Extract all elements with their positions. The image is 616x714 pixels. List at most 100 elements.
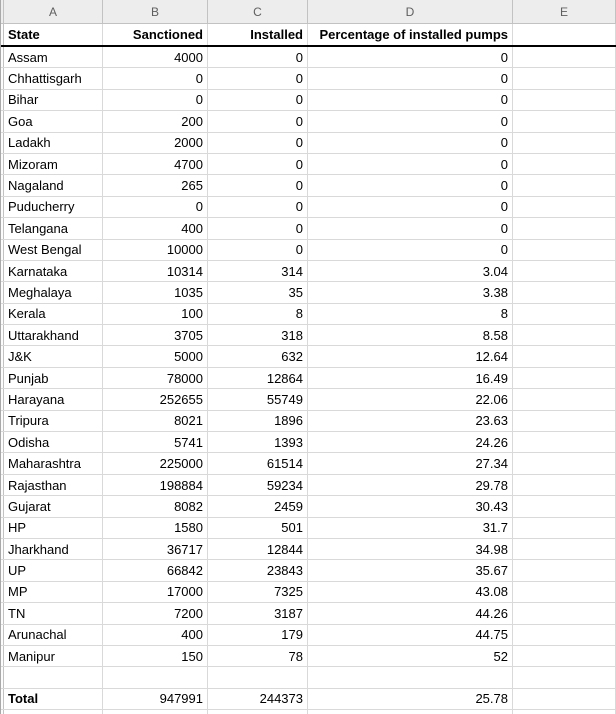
- row-uttarakhand-cell-C[interactable]: 318: [208, 325, 308, 346]
- row-gujarat-cell-A[interactable]: Gujarat: [4, 496, 103, 517]
- row-tripura-cell-D[interactable]: 23.63: [308, 410, 513, 432]
- row-odisha-cell-C[interactable]: 1393: [208, 432, 308, 453]
- row-jharkhand-cell-C[interactable]: 12844: [208, 538, 308, 560]
- row-arunachal-cell-E[interactable]: [513, 624, 616, 645]
- row-bihar-cell-E[interactable]: [513, 89, 616, 111]
- row-mp-cell-C[interactable]: 7325: [208, 581, 308, 603]
- row-manipur-cell-D[interactable]: 52: [308, 645, 513, 667]
- row-total-cell-D[interactable]: 25.78: [308, 688, 513, 710]
- row-harayana-cell-D[interactable]: 22.06: [308, 389, 513, 410]
- row-blank-cell-C[interactable]: [208, 667, 308, 688]
- column-header-E[interactable]: E: [513, 0, 616, 23]
- row-ladakh-cell-D[interactable]: 0: [308, 132, 513, 153]
- row-up-cell-E[interactable]: [513, 560, 616, 581]
- row-mizoram-cell-B[interactable]: 4700: [103, 153, 208, 175]
- row-meghalaya-cell-C[interactable]: 35: [208, 282, 308, 303]
- row-blank-cell-E[interactable]: [513, 667, 616, 688]
- row-chhattisgarh-cell-B[interactable]: 0: [103, 68, 208, 89]
- row-west-bengal-cell-C[interactable]: 0: [208, 239, 308, 260]
- row-maharashtra-cell-A[interactable]: Maharashtra: [4, 453, 103, 474]
- row-blank-cell-A[interactable]: [4, 667, 103, 688]
- row-hp-cell-E[interactable]: [513, 517, 616, 538]
- row-karnataka-cell-E[interactable]: [513, 260, 616, 282]
- row-blank-bottom-cell-C[interactable]: [208, 710, 308, 714]
- row-up-cell-D[interactable]: 35.67: [308, 560, 513, 581]
- row-blank-bottom-cell-D[interactable]: [308, 710, 513, 714]
- row-nagaland-cell-E[interactable]: [513, 175, 616, 196]
- row-assam-cell-B[interactable]: 4000: [103, 47, 208, 68]
- row-nagaland-cell-B[interactable]: 265: [103, 175, 208, 196]
- row-total-cell-B[interactable]: 947991: [103, 688, 208, 710]
- row-odisha-cell-E[interactable]: [513, 432, 616, 453]
- row-jharkhand-cell-A[interactable]: Jharkhand: [4, 538, 103, 560]
- row-telangana-cell-E[interactable]: [513, 218, 616, 239]
- row-kerala-cell-A[interactable]: Kerala: [4, 303, 103, 325]
- row-jharkhand-cell-D[interactable]: 34.98: [308, 538, 513, 560]
- row-karnataka-cell-B[interactable]: 10314: [103, 260, 208, 282]
- row-rajasthan-cell-C[interactable]: 59234: [208, 474, 308, 496]
- row-kerala-cell-B[interactable]: 100: [103, 303, 208, 325]
- row-arunachal-cell-C[interactable]: 179: [208, 624, 308, 645]
- row-bihar-cell-C[interactable]: 0: [208, 89, 308, 111]
- row-ladakh-cell-C[interactable]: 0: [208, 132, 308, 153]
- row-maharashtra-cell-E[interactable]: [513, 453, 616, 474]
- row-punjab-cell-D[interactable]: 16.49: [308, 367, 513, 389]
- row-karnataka-cell-A[interactable]: Karnataka: [4, 260, 103, 282]
- row-rajasthan-cell-A[interactable]: Rajasthan: [4, 474, 103, 496]
- row-puducherry-cell-E[interactable]: [513, 196, 616, 218]
- row-tn-cell-D[interactable]: 44.26: [308, 603, 513, 624]
- row-tripura-cell-E[interactable]: [513, 410, 616, 432]
- row-ladakh-cell-B[interactable]: 2000: [103, 132, 208, 153]
- row-goa-cell-A[interactable]: Goa: [4, 111, 103, 132]
- row-uttarakhand-cell-B[interactable]: 3705: [103, 325, 208, 346]
- column-header-C[interactable]: C: [208, 0, 308, 23]
- row-nagaland-cell-C[interactable]: 0: [208, 175, 308, 196]
- row-mp-cell-B[interactable]: 17000: [103, 581, 208, 603]
- row-mp-cell-A[interactable]: MP: [4, 581, 103, 603]
- row-telangana-cell-A[interactable]: Telangana: [4, 218, 103, 239]
- row-rajasthan-cell-E[interactable]: [513, 474, 616, 496]
- column-header-A[interactable]: A: [4, 0, 103, 23]
- row-arunachal-cell-A[interactable]: Arunachal: [4, 624, 103, 645]
- row-manipur-cell-E[interactable]: [513, 645, 616, 667]
- row-puducherry-cell-A[interactable]: Puducherry: [4, 196, 103, 218]
- row-goa-cell-E[interactable]: [513, 111, 616, 132]
- row-arunachal-cell-D[interactable]: 44.75: [308, 624, 513, 645]
- row-j-k-cell-E[interactable]: [513, 346, 616, 367]
- row-harayana-cell-A[interactable]: Harayana: [4, 389, 103, 410]
- row-harayana-cell-B[interactable]: 252655: [103, 389, 208, 410]
- row-header-cell-E[interactable]: [513, 24, 616, 45]
- row-total-cell-E[interactable]: [513, 688, 616, 710]
- row-meghalaya-cell-D[interactable]: 3.38: [308, 282, 513, 303]
- row-odisha-cell-D[interactable]: 24.26: [308, 432, 513, 453]
- row-karnataka-cell-C[interactable]: 314: [208, 260, 308, 282]
- row-punjab-cell-C[interactable]: 12864: [208, 367, 308, 389]
- row-j-k-cell-A[interactable]: J&K: [4, 346, 103, 367]
- row-harayana-cell-C[interactable]: 55749: [208, 389, 308, 410]
- row-header-cell-A[interactable]: State: [4, 24, 103, 45]
- row-uttarakhand-cell-E[interactable]: [513, 325, 616, 346]
- row-mizoram-cell-C[interactable]: 0: [208, 153, 308, 175]
- row-assam-cell-C[interactable]: 0: [208, 47, 308, 68]
- row-header-cell-D[interactable]: Percentage of installed pumps: [308, 24, 513, 45]
- row-assam-cell-D[interactable]: 0: [308, 47, 513, 68]
- row-punjab-cell-A[interactable]: Punjab: [4, 367, 103, 389]
- row-hp-cell-C[interactable]: 501: [208, 517, 308, 538]
- row-maharashtra-cell-D[interactable]: 27.34: [308, 453, 513, 474]
- row-maharashtra-cell-B[interactable]: 225000: [103, 453, 208, 474]
- row-goa-cell-D[interactable]: 0: [308, 111, 513, 132]
- row-tn-cell-B[interactable]: 7200: [103, 603, 208, 624]
- row-up-cell-B[interactable]: 66842: [103, 560, 208, 581]
- row-uttarakhand-cell-A[interactable]: Uttarakhand: [4, 325, 103, 346]
- row-assam-cell-E[interactable]: [513, 47, 616, 68]
- row-assam-cell-A[interactable]: Assam: [4, 47, 103, 68]
- row-odisha-cell-B[interactable]: 5741: [103, 432, 208, 453]
- row-bihar-cell-A[interactable]: Bihar: [4, 89, 103, 111]
- row-jharkhand-cell-E[interactable]: [513, 538, 616, 560]
- row-kerala-cell-E[interactable]: [513, 303, 616, 325]
- row-puducherry-cell-C[interactable]: 0: [208, 196, 308, 218]
- row-hp-cell-B[interactable]: 1580: [103, 517, 208, 538]
- row-ladakh-cell-E[interactable]: [513, 132, 616, 153]
- row-manipur-cell-B[interactable]: 150: [103, 645, 208, 667]
- row-total-cell-C[interactable]: 244373: [208, 688, 308, 710]
